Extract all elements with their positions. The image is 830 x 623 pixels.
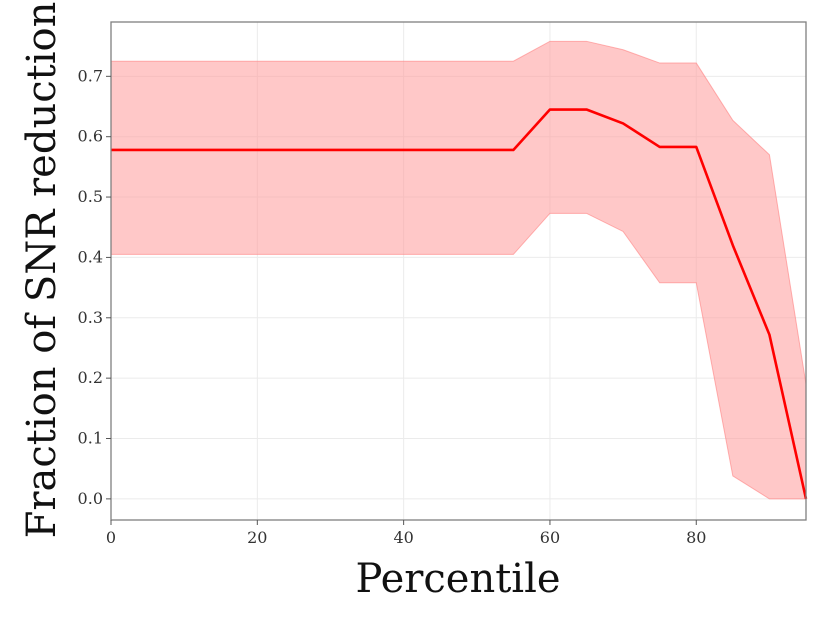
y-tick-label: 0.3 — [78, 308, 103, 327]
y-tick-label: 0.7 — [78, 66, 103, 85]
y-tick-label: 0.4 — [78, 247, 103, 266]
y-tick-label: 0.1 — [78, 429, 103, 448]
y-tick-label: 0.2 — [78, 368, 103, 387]
tick-layer: 0 20 40 60 80 0.0 0.1 0.2 0.3 0.4 0.5 0.6 0.7 — [78, 66, 707, 547]
axis-frame-layer — [110, 21, 807, 521]
x-tick-label: 0 — [106, 528, 116, 547]
y-tick-label: 0.0 — [78, 489, 103, 508]
x-tick-label: 20 — [247, 528, 267, 547]
x-tick-label: 80 — [686, 528, 706, 547]
x-axis-title: Percentile — [355, 556, 560, 602]
y-axis-title: Fraction of SNR reduction — [19, 2, 65, 539]
x-tick-label: 40 — [393, 528, 413, 547]
y-tick-label: 0.5 — [78, 187, 103, 206]
confidence-band-layer — [110, 40, 807, 500]
series-line-layer — [111, 108, 808, 500]
series-line — [111, 108, 808, 500]
confidence-band — [110, 40, 807, 500]
y-tick-label: 0.6 — [78, 127, 103, 146]
x-tick-label: 60 — [540, 528, 560, 547]
plot-frame — [110, 21, 807, 521]
